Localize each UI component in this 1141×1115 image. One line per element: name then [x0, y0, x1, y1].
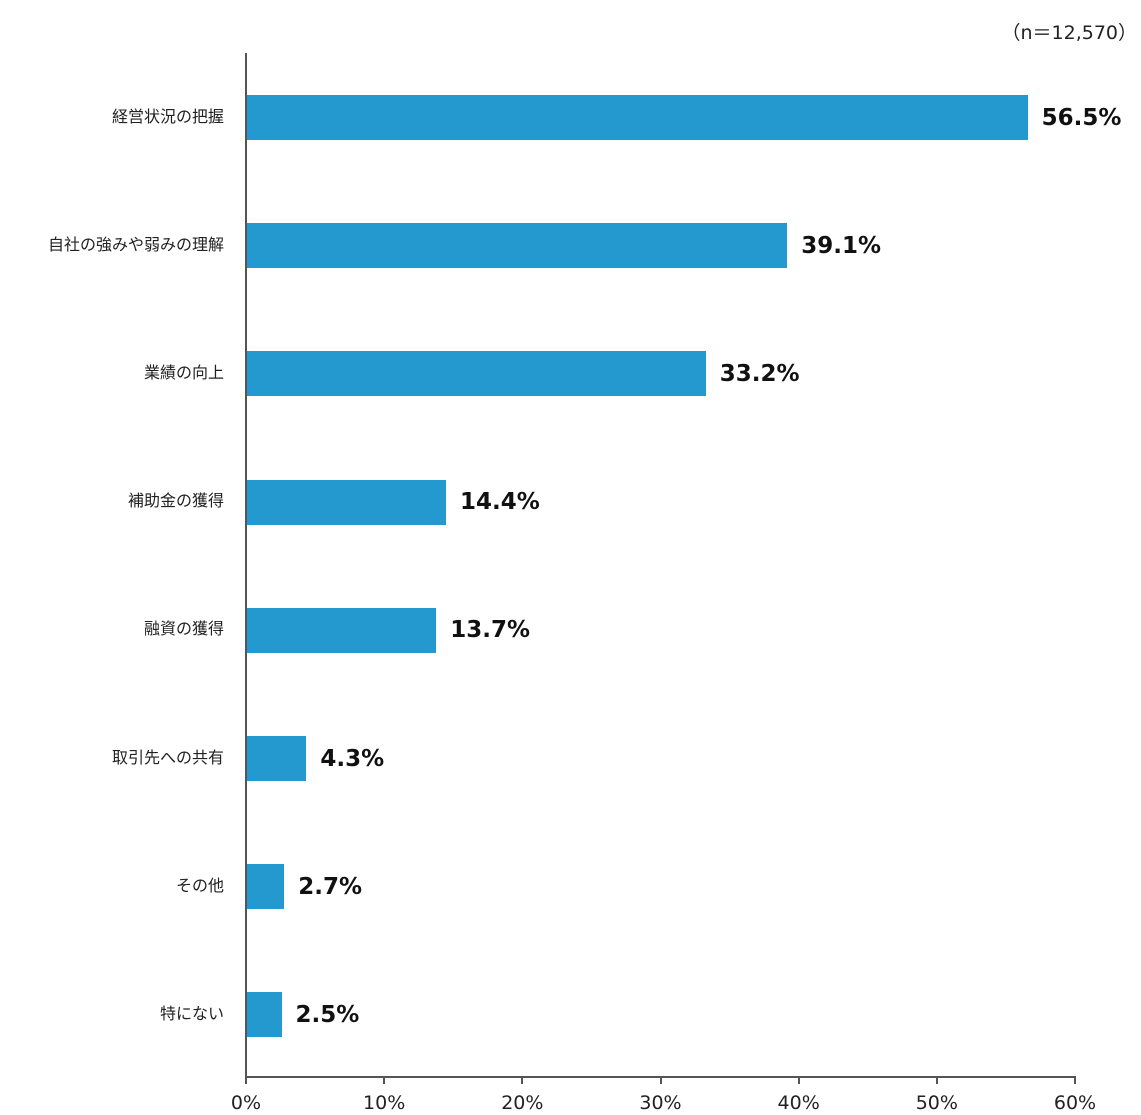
- x-tick: [935, 1076, 938, 1084]
- x-tick-label: 50%: [915, 1092, 958, 1114]
- category-label: その他: [175, 875, 224, 895]
- x-tick-label: 10%: [363, 1092, 406, 1114]
- bar: [247, 736, 307, 781]
- x-tick-label: 0%: [230, 1092, 262, 1114]
- x-tick: [245, 1076, 247, 1084]
- bar: [247, 351, 706, 397]
- y-axis-line: [245, 53, 247, 1078]
- value-label: 33.2%: [719, 360, 800, 387]
- bar: [247, 992, 282, 1038]
- x-tick: [797, 1076, 800, 1084]
- bar: [247, 607, 437, 653]
- x-tick: [1074, 1076, 1076, 1084]
- bar: [247, 479, 446, 525]
- x-tick-label: 20%: [501, 1092, 544, 1114]
- value-label: 39.1%: [801, 232, 882, 259]
- x-tick-label: 40%: [777, 1092, 820, 1114]
- category-label: 補助金の獲得: [127, 491, 224, 511]
- category-label: 自社の強みや弱みの理解: [47, 234, 224, 254]
- bar: [247, 95, 1028, 140]
- value-label: 4.3%: [320, 745, 385, 772]
- category-label: 業績の向上: [143, 362, 224, 382]
- value-label: 2.7%: [298, 873, 363, 900]
- category-label: 取引先への共有: [111, 747, 224, 767]
- category-label: 経営状況の把握: [111, 106, 224, 126]
- x-tick: [659, 1076, 662, 1084]
- value-label: 2.5%: [295, 1001, 360, 1028]
- bar: [247, 223, 788, 269]
- sample-size-note: （n＝12,570）: [1001, 22, 1137, 44]
- x-tick: [521, 1076, 524, 1084]
- x-tick-label: 30%: [639, 1092, 682, 1114]
- category-label: 融資の獲得: [143, 619, 224, 639]
- value-label: 14.4%: [459, 489, 540, 516]
- x-tick-label: 60%: [1053, 1092, 1097, 1114]
- value-label: 56.5%: [1041, 104, 1122, 131]
- category-label: 特にない: [159, 1003, 224, 1023]
- bar: [247, 864, 285, 910]
- x-tick: [383, 1076, 386, 1084]
- value-label: 13.7%: [450, 617, 531, 644]
